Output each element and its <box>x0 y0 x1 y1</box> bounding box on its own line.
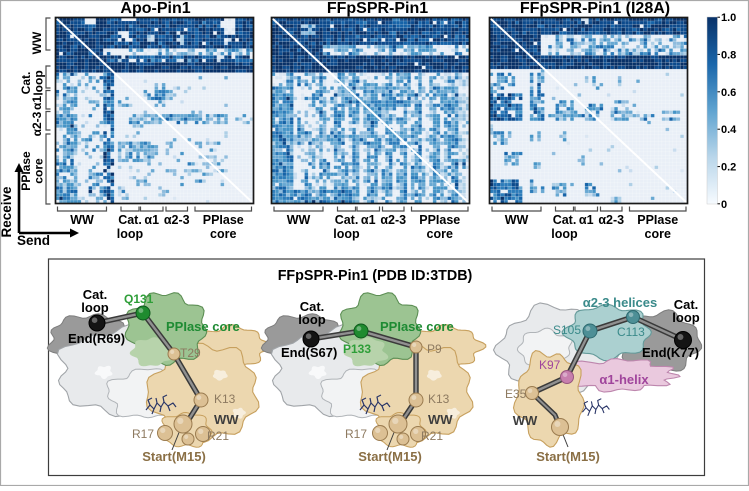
svg-text:FFpSPR-Pin1 (I28A): FFpSPR-Pin1 (I28A) <box>520 0 670 17</box>
svg-text:Cat.: Cat. <box>674 297 699 312</box>
svg-text:core: core <box>645 227 671 241</box>
svg-text:Cat.: Cat. <box>19 72 33 95</box>
svg-text:Cat.: Cat. <box>118 213 142 227</box>
svg-text:Apo-Pin1: Apo-Pin1 <box>120 0 190 17</box>
svg-text:K97: K97 <box>539 358 561 372</box>
svg-text:PPIase: PPIase <box>637 213 678 227</box>
svg-text:α1: α1 <box>144 213 159 227</box>
svg-text:α1-helix: α1-helix <box>599 372 649 387</box>
svg-text:WW: WW <box>505 213 529 227</box>
svg-text:WW: WW <box>513 413 538 428</box>
svg-text:loop: loop <box>672 310 699 325</box>
svg-text:P133: P133 <box>343 342 371 356</box>
svg-text:1.0: 1.0 <box>721 12 736 24</box>
svg-text:0.2: 0.2 <box>721 162 736 174</box>
svg-text:α2-3: α2-3 <box>164 213 190 227</box>
svg-text:End(R69): End(R69) <box>68 331 125 346</box>
svg-text:loop: loop <box>81 300 108 315</box>
svg-text:loop: loop <box>298 312 325 327</box>
svg-text:WW: WW <box>30 31 44 54</box>
svg-text:loop: loop <box>333 227 360 241</box>
svg-text:WW: WW <box>287 213 311 227</box>
svg-text:K13: K13 <box>214 392 236 406</box>
svg-text:α1: α1 <box>579 213 594 227</box>
svg-text:Receive: Receive <box>0 186 14 238</box>
svg-text:loop: loop <box>117 227 144 241</box>
svg-text:R21: R21 <box>207 429 229 443</box>
svg-text:K13: K13 <box>428 392 450 406</box>
svg-text:Send: Send <box>17 233 50 248</box>
svg-text:α1: α1 <box>361 213 376 227</box>
svg-text:R17: R17 <box>345 427 367 441</box>
svg-text:Cat.: Cat. <box>553 213 577 227</box>
svg-text:Start(M15): Start(M15) <box>142 449 206 464</box>
svg-text:Cat.: Cat. <box>83 287 108 302</box>
svg-text:WW: WW <box>428 412 453 427</box>
svg-text:0.8: 0.8 <box>721 49 736 61</box>
svg-text:PPIase: PPIase <box>419 213 460 227</box>
svg-text:PPIase core: PPIase core <box>166 319 240 334</box>
svg-text:loop: loop <box>551 227 578 241</box>
svg-text:FFpSPR-Pin1 (PDB ID:3TDB): FFpSPR-Pin1 (PDB ID:3TDB) <box>278 268 473 284</box>
svg-text:End(K77): End(K77) <box>642 345 699 360</box>
svg-text:P9: P9 <box>427 342 442 356</box>
svg-text:core: core <box>210 227 236 241</box>
svg-text:R17: R17 <box>132 427 154 441</box>
svg-text:S105: S105 <box>553 323 581 337</box>
svg-text:α2-3: α2-3 <box>30 111 44 136</box>
svg-text:End(S67): End(S67) <box>281 345 337 360</box>
svg-text:PPIase: PPIase <box>203 213 244 227</box>
svg-text:R21: R21 <box>421 429 443 443</box>
svg-text:Cat.: Cat. <box>335 213 359 227</box>
svg-text:0: 0 <box>721 199 727 211</box>
svg-text:loop: loop <box>32 70 46 95</box>
svg-text:FFpSPR-Pin1: FFpSPR-Pin1 <box>327 0 428 17</box>
svg-text:Q131: Q131 <box>124 292 154 306</box>
svg-text:PPIase: PPIase <box>19 151 33 191</box>
svg-text:core: core <box>32 158 46 184</box>
svg-text:α2-3: α2-3 <box>598 213 624 227</box>
svg-text:E35: E35 <box>505 387 527 401</box>
svg-text:core: core <box>427 227 453 241</box>
svg-text:Start(M15): Start(M15) <box>536 449 600 464</box>
svg-text:α1: α1 <box>30 96 44 110</box>
svg-text:T29: T29 <box>180 346 201 360</box>
svg-text:WW: WW <box>214 412 239 427</box>
svg-text:Cat.: Cat. <box>300 299 325 314</box>
svg-text:WW: WW <box>70 213 94 227</box>
svg-text:Start(M15): Start(M15) <box>358 449 422 464</box>
svg-text:C113: C113 <box>617 325 645 339</box>
svg-text:0.4: 0.4 <box>721 124 737 136</box>
svg-text:PPIase core: PPIase core <box>380 319 454 334</box>
svg-text:0.6: 0.6 <box>721 87 736 99</box>
svg-text:α2-3: α2-3 <box>380 213 406 227</box>
svg-text:α2-3 helices: α2-3 helices <box>583 295 657 310</box>
